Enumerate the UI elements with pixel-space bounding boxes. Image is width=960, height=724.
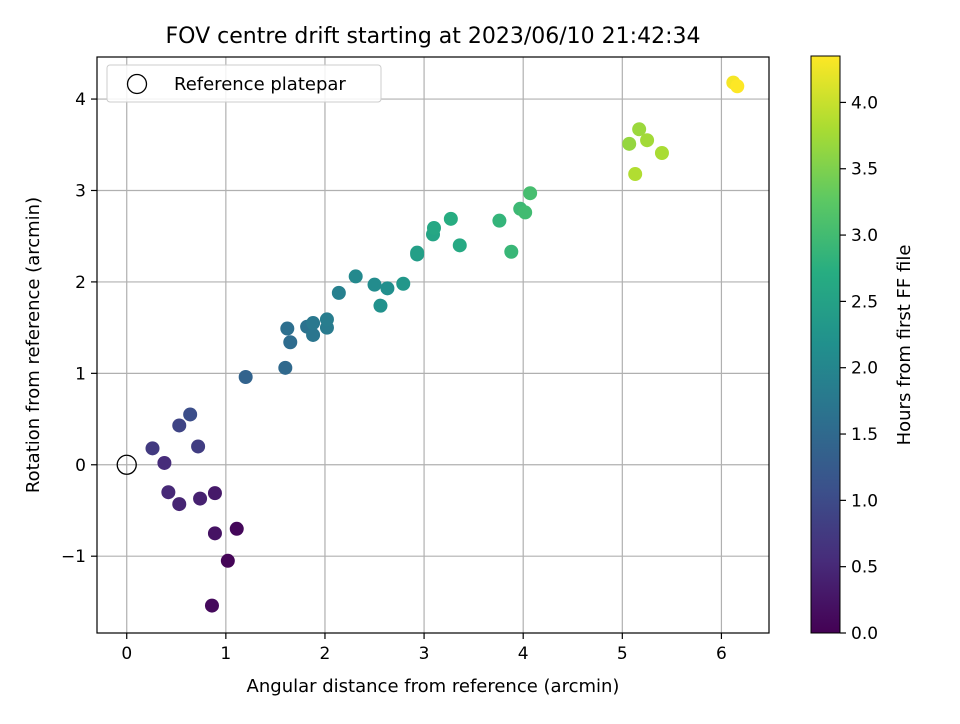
plot-frame	[96, 56, 770, 634]
x-tick-label: 2	[320, 644, 331, 664]
data-point	[238, 370, 253, 384]
data-point	[278, 360, 293, 375]
colorbar-ticks: 0.0 0.5 1.0 1.5 2.0 2.5 3.0 3.5 4.0	[840, 93, 878, 644]
data-point	[204, 598, 219, 613]
grid-lines	[97, 57, 769, 633]
chart-title: FOV centre drift starting at 2023/06/10 …	[166, 24, 701, 49]
colorbar-label: Hours from first FF file	[894, 245, 915, 446]
x-tick-label: 6	[716, 644, 727, 664]
y-axis-label: Rotation from reference (arcmin)	[23, 197, 44, 493]
data-point	[157, 455, 172, 470]
data-point	[331, 285, 346, 300]
data-point	[380, 281, 395, 296]
data-point	[145, 441, 160, 456]
data-point	[207, 526, 222, 541]
y-tick-label: −1	[61, 547, 86, 567]
colorbar-tick-label: 3.0	[851, 226, 878, 246]
axis-ticks: 0 1 2 3 4 5 6 −1 0 1 2 3 4	[61, 90, 727, 664]
colorbar-tick-label: 1.5	[851, 425, 878, 445]
data-point	[306, 316, 321, 331]
data-point	[654, 146, 669, 160]
data-point	[283, 335, 298, 350]
data-point	[622, 136, 637, 151]
y-tick-label: 0	[75, 456, 86, 476]
legend-box	[106, 64, 382, 103]
data-point	[628, 167, 643, 182]
colorbar: 0.0 0.5 1.0 1.5 2.0 2.5 3.0 3.5 4.0 Hours from f…	[810, 55, 915, 644]
colorbar-gradient	[810, 55, 841, 634]
x-tick-label: 1	[220, 644, 231, 664]
data-point	[172, 497, 187, 512]
x-tick-label: 0	[121, 644, 132, 664]
x-axis-label: Angular distance from reference (arcmin)	[247, 676, 620, 697]
data-point	[452, 238, 467, 253]
legend-reference-marker	[126, 73, 148, 95]
data-point	[207, 486, 222, 501]
data-point	[280, 321, 295, 336]
data-points	[116, 75, 745, 613]
data-point	[426, 220, 441, 235]
data-point	[523, 186, 538, 201]
x-tick-label: 3	[419, 644, 430, 664]
colorbar-tick-label: 0.0	[851, 624, 878, 644]
y-tick-label: 4	[75, 90, 86, 110]
legend: Reference platepar	[106, 64, 382, 103]
y-tick-label: 3	[75, 181, 86, 201]
colorbar-tick-label: 2.0	[851, 359, 878, 379]
data-point	[367, 277, 382, 292]
data-point	[319, 312, 334, 327]
data-point	[229, 521, 244, 536]
data-point	[410, 245, 425, 260]
data-point	[193, 491, 208, 506]
data-point	[504, 244, 519, 259]
data-point	[373, 298, 388, 313]
data-point	[730, 79, 745, 94]
data-point	[632, 122, 647, 137]
y-tick-label: 1	[75, 364, 86, 384]
y-tick-label: 2	[75, 273, 86, 293]
data-point	[191, 439, 206, 454]
colorbar-tick-label: 4.0	[851, 93, 878, 113]
data-point	[396, 276, 411, 291]
data-point	[220, 553, 235, 568]
data-point	[306, 327, 321, 342]
data-point	[443, 211, 458, 226]
data-point	[640, 133, 655, 148]
data-point	[492, 213, 507, 228]
data-point	[172, 418, 187, 433]
data-point	[161, 485, 176, 500]
legend-entry-reference: Reference platepar	[174, 74, 346, 95]
colorbar-tick-label: 1.0	[851, 491, 878, 511]
x-tick-label: 5	[617, 644, 628, 664]
x-tick-label: 4	[518, 644, 529, 664]
colorbar-tick-label: 0.5	[851, 558, 878, 578]
data-point	[348, 269, 363, 284]
data-point	[183, 407, 198, 422]
reference-platepar-marker	[116, 454, 137, 475]
data-point	[518, 205, 533, 220]
colorbar-tick-label: 2.5	[851, 292, 878, 312]
colorbar-tick-label: 3.5	[851, 160, 878, 180]
